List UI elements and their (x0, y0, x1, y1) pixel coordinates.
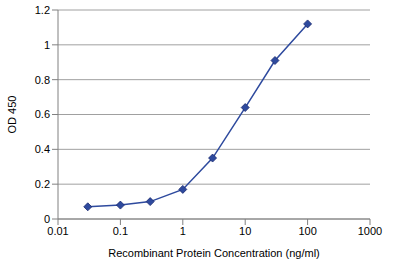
svg-text:0: 0 (44, 213, 50, 225)
svg-text:0.4: 0.4 (35, 143, 50, 155)
svg-text:0.8: 0.8 (35, 74, 50, 86)
svg-text:0.2: 0.2 (35, 178, 50, 190)
svg-text:0.1: 0.1 (113, 225, 128, 237)
svg-text:0.6: 0.6 (35, 108, 50, 120)
svg-text:1000: 1000 (358, 225, 382, 237)
svg-text:0.01: 0.01 (47, 225, 68, 237)
svg-text:Recombinant Protein Concentrat: Recombinant Protein Concentration (ng/ml… (108, 247, 320, 259)
svg-text:10: 10 (239, 225, 251, 237)
svg-text:OD 450: OD 450 (8, 96, 18, 134)
svg-text:1: 1 (44, 39, 50, 51)
svg-text:1: 1 (180, 225, 186, 237)
svg-text:100: 100 (298, 225, 316, 237)
svg-text:1.2: 1.2 (35, 4, 50, 16)
